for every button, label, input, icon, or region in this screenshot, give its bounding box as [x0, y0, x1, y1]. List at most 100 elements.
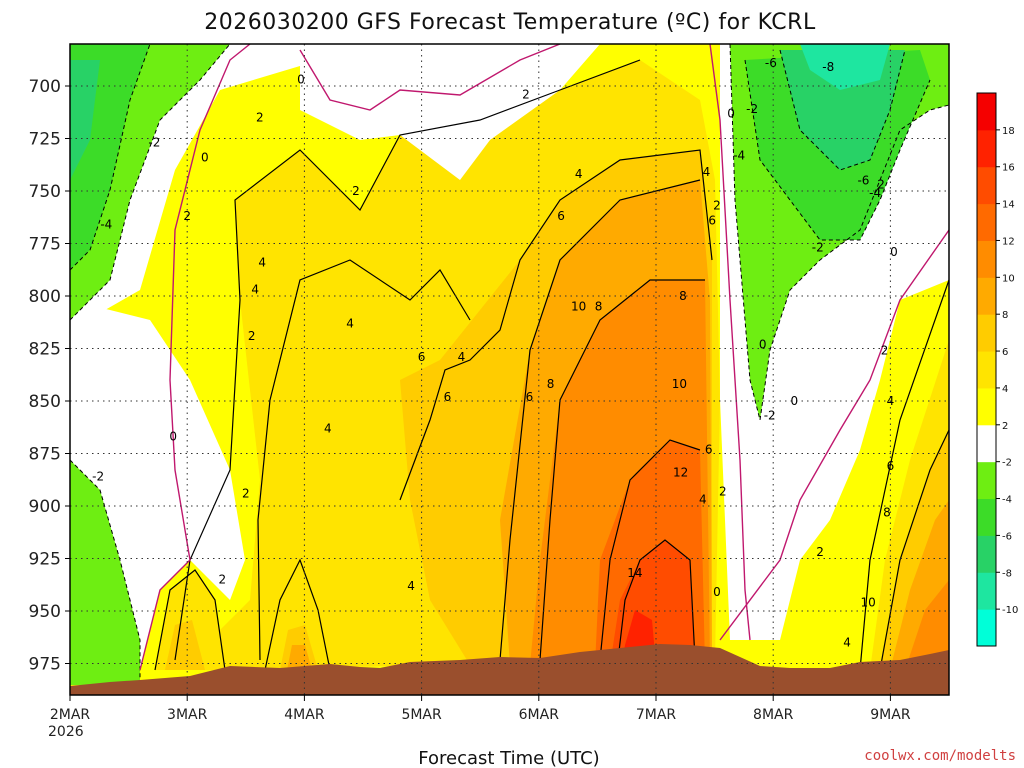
contour-label: 4 — [887, 394, 895, 408]
contour-label: 4 — [703, 165, 711, 179]
contour-label: 6 — [887, 459, 895, 473]
colorbar-tick-label: -8 — [1002, 568, 1012, 579]
contour-label: 0 — [713, 585, 721, 599]
y-tick-label: 875 — [29, 445, 61, 465]
contour-label: -2 — [746, 102, 758, 116]
plot-frame — [69, 43, 950, 696]
negative-contour-lines — [70, 44, 949, 685]
contour-label: 4 — [251, 283, 259, 297]
x-tick-label: 5MAR — [401, 707, 442, 723]
colorbar-swatch — [977, 387, 996, 426]
contour-label: 2 — [713, 199, 721, 213]
credit-text: coolwx.com/modelts — [864, 748, 1016, 764]
y-tick-label: 900 — [29, 497, 61, 517]
contour-label: 6 — [444, 390, 452, 404]
y-axis: 700 725 750 775 800 825 850 875 900 925 950 975 — [29, 77, 70, 675]
colorbar-swatch — [977, 535, 996, 573]
colorbar-tick-label: 8 — [1002, 310, 1008, 321]
colorbar-swatch — [977, 609, 996, 647]
contour-label: 2 — [256, 111, 264, 125]
colorbar-tick-label: 6 — [1002, 347, 1008, 358]
band-neutral-west — [70, 44, 560, 330]
x-tick-label: 7MAR — [636, 707, 677, 723]
colorbar-swatch — [977, 129, 996, 168]
colorbar-swatch — [977, 203, 996, 241]
contour-label: 4 — [324, 421, 332, 435]
chart-title: 2026030200 GFS Forecast Temperature (ºC)… — [204, 10, 816, 35]
contour-label: 10 — [860, 596, 875, 610]
x-axis: 2MAR 3MAR 4MAR 5MAR 6MAR 7MAR 8MAR 9MAR — [50, 695, 911, 723]
colorbar-swatch — [977, 498, 996, 536]
band-10c-east — [905, 580, 949, 670]
y-tick-label: 700 — [29, 77, 61, 97]
x-tick-label: 4MAR — [284, 707, 325, 723]
contour-label: 2 — [248, 329, 256, 343]
contour-label: -4 — [869, 186, 881, 200]
y-tick-label: 850 — [29, 392, 61, 412]
colorbar-swatch — [977, 351, 996, 389]
contour-label: 2 — [242, 486, 250, 500]
contour-label: 0 — [890, 245, 898, 259]
y-tick-label: 725 — [29, 130, 61, 150]
colorbar-tick-label: -6 — [1002, 531, 1012, 542]
colorbar-swatch — [977, 461, 996, 500]
colorbar-tick-label: -10 — [1002, 605, 1018, 616]
contour-label: 4 — [258, 255, 266, 269]
contour-label: 4 — [458, 350, 466, 364]
contour-label: 8 — [547, 377, 555, 391]
contour-label: 10 — [672, 377, 687, 391]
contour-label: 2 — [816, 545, 824, 559]
colorbar: -10 -8 -6 -4 -2 2 4 6 8 10 12 14 16 18 — [976, 92, 1018, 647]
contour-label: 2 — [352, 184, 360, 198]
x-tick-label: 6MAR — [519, 707, 560, 723]
contour-label: 2 — [719, 484, 727, 498]
contour-label: 4 — [843, 636, 851, 650]
colorbar-swatch — [977, 277, 996, 315]
x-axis-title: Forecast Time (UTC) — [418, 748, 599, 768]
contour-label: 0 — [169, 430, 177, 444]
contour-label: 6 — [705, 442, 713, 456]
colorbar-tick-label: 2 — [1002, 421, 1008, 432]
colorbar-tick-label: 12 — [1002, 236, 1015, 247]
contour-label: 8 — [595, 300, 603, 314]
contour-lines — [154, 59, 949, 671]
contour-label: -6 — [857, 174, 869, 188]
x-tick-label: 3MAR — [167, 707, 208, 723]
contour-label: -8 — [822, 60, 834, 74]
colorbar-tick-label: 18 — [1002, 126, 1015, 137]
contour-label: 8 — [883, 505, 891, 519]
year-label: 2026 — [48, 724, 84, 740]
contour-label: -2 — [92, 470, 104, 484]
colorbar-tick-label: 4 — [1002, 384, 1008, 395]
colorbar-swatch — [977, 314, 996, 352]
contour-label: 8 — [679, 289, 687, 303]
band-8c-pocket-b — [287, 645, 312, 670]
y-tick-label: 800 — [29, 287, 61, 307]
colorbar-tick-label: 10 — [1002, 273, 1015, 284]
contour-label: 4 — [575, 167, 583, 181]
band-minus8c-east — [800, 44, 890, 90]
contour-label: 4 — [407, 579, 415, 593]
y-tick-label: 825 — [29, 340, 61, 360]
contour-label: 10 — [571, 300, 586, 314]
contour-label: 6 — [557, 209, 565, 223]
contour-label: -4 — [733, 148, 745, 162]
y-tick-label: 950 — [29, 602, 61, 622]
x-tick-label: 2MAR — [50, 707, 91, 723]
colorbar-swatch — [977, 424, 996, 463]
contour-label: -2 — [764, 409, 776, 423]
colorbar-swatch — [977, 240, 996, 278]
contour-label: -2 — [148, 136, 160, 150]
band-neutral-top — [300, 44, 600, 180]
terrain-fill — [70, 644, 949, 695]
y-tick-label: 925 — [29, 550, 61, 570]
x-tick-label: 9MAR — [870, 707, 911, 723]
contour-label: 2 — [881, 344, 889, 358]
band-minus6c-west — [70, 60, 100, 180]
colorbar-tick-label: 14 — [1002, 200, 1015, 211]
y-tick-label: 775 — [29, 235, 61, 255]
contour-label: 2 — [877, 178, 885, 192]
contour-label: 2 — [219, 573, 227, 587]
